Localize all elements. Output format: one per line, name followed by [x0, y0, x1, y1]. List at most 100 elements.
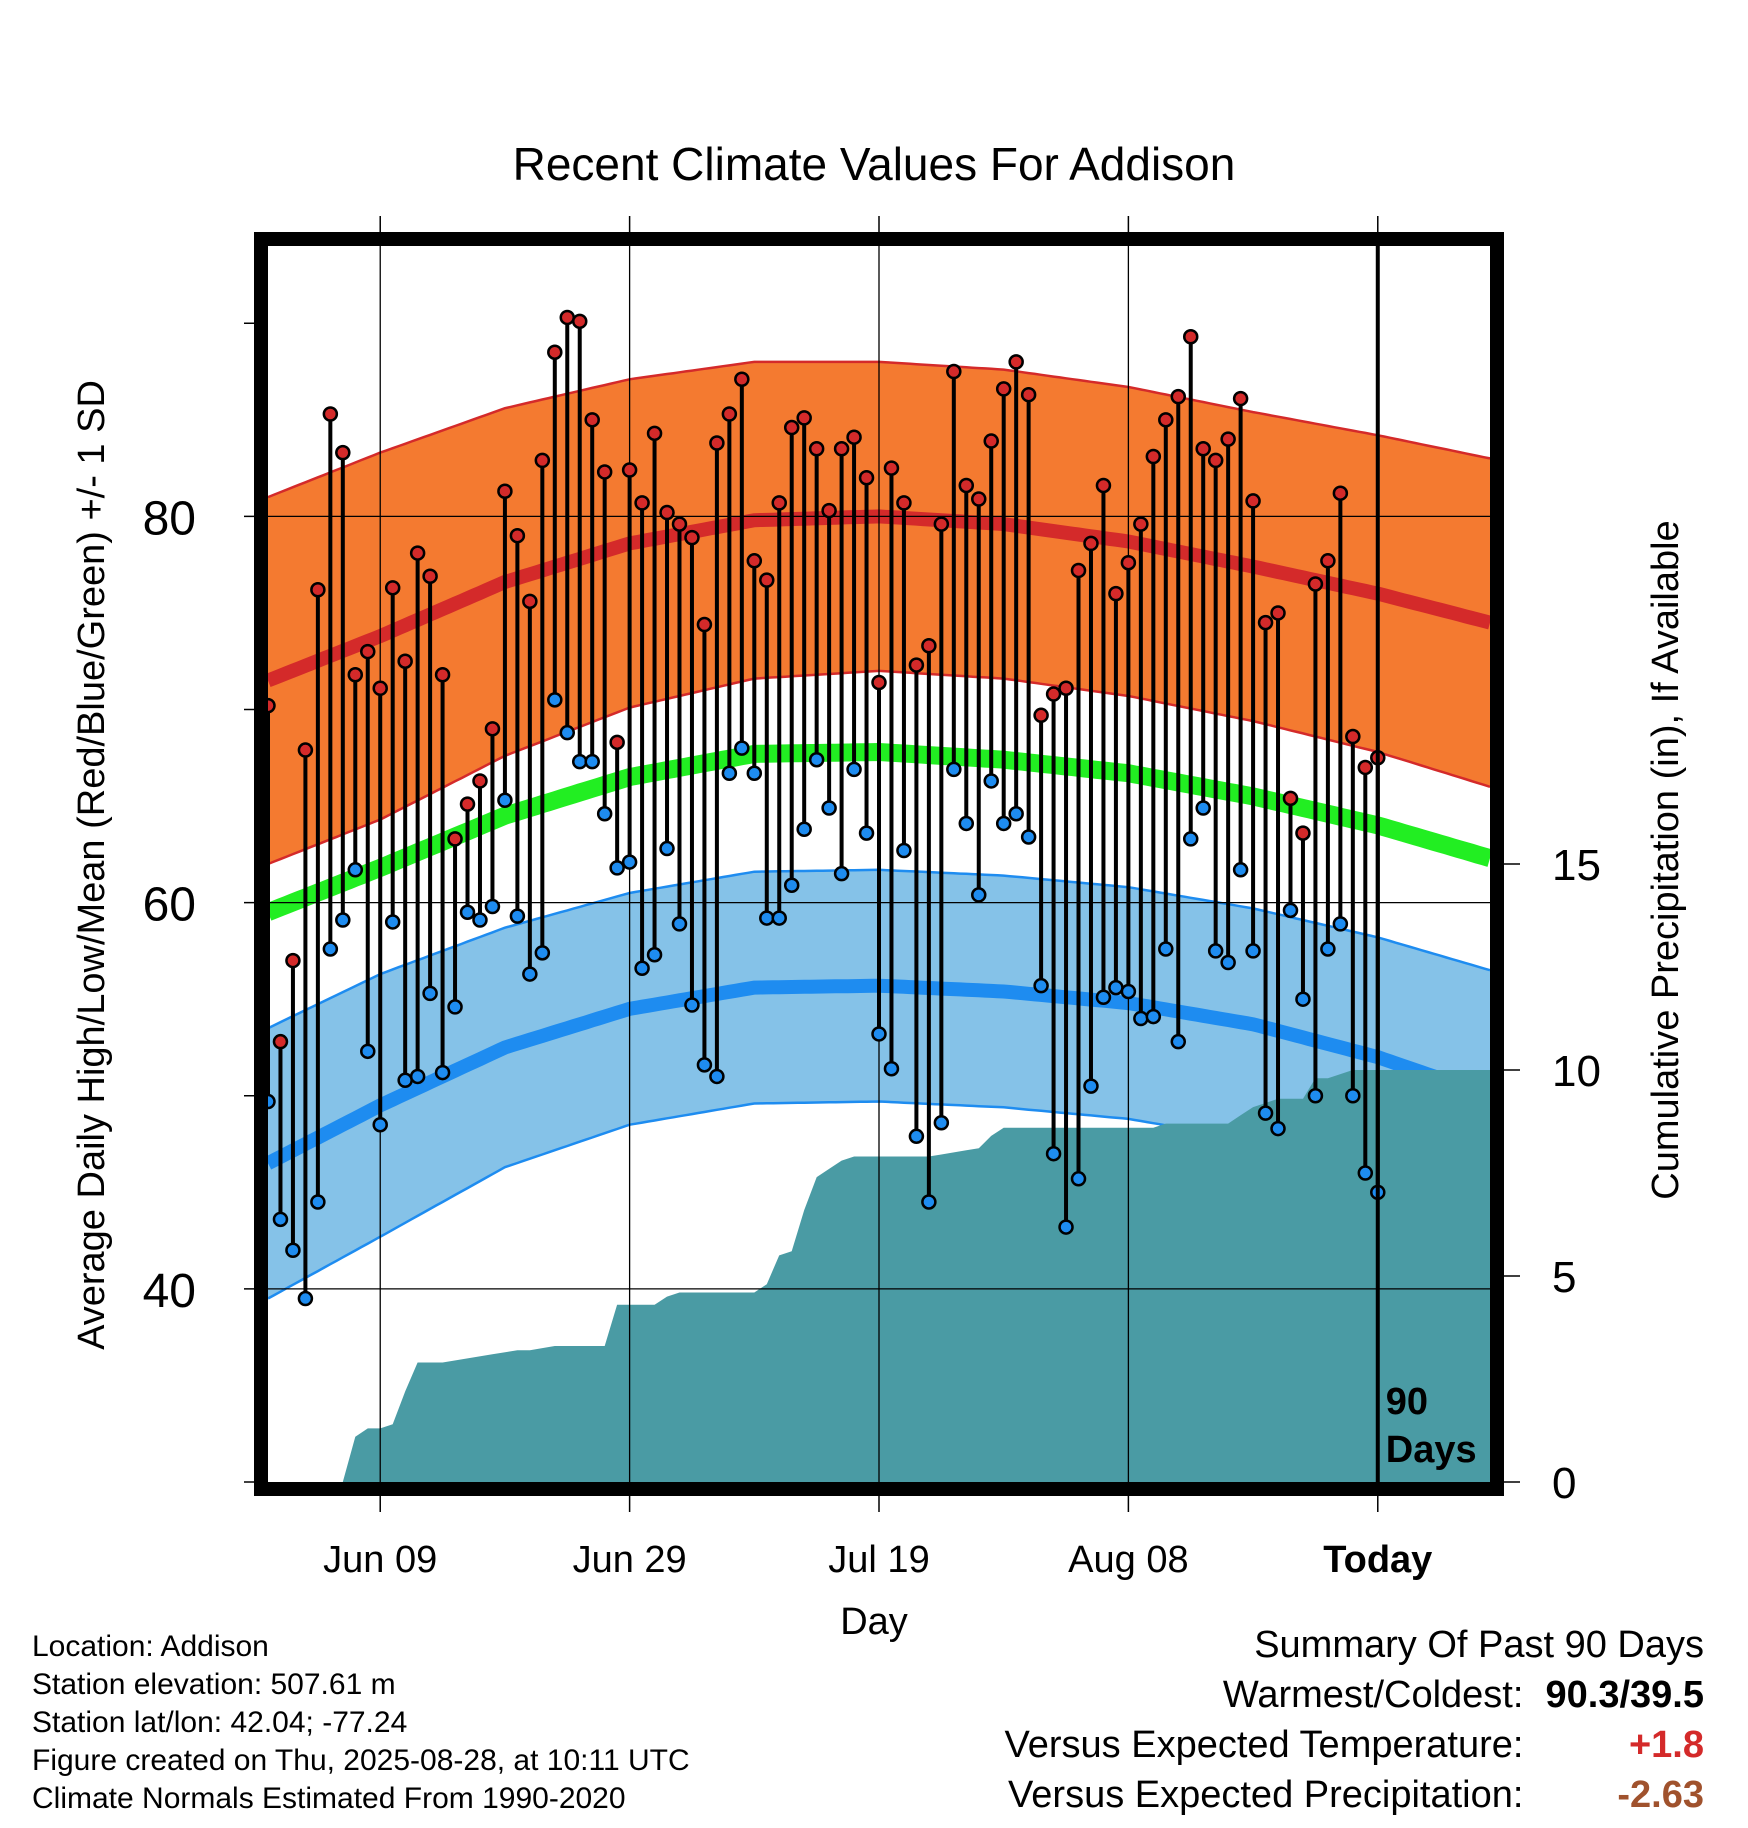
daily-high-point	[646, 425, 663, 442]
daily-high-point	[1182, 329, 1199, 345]
daily-low-point	[1257, 1105, 1274, 1121]
summary-panel: Summary Of Past 90 Days Warmest/Coldest:…	[1005, 1620, 1704, 1820]
daily-low-point	[1345, 1088, 1361, 1104]
daily-low-point	[721, 765, 738, 781]
daily-high-point	[1345, 728, 1361, 745]
daily-low-point	[933, 1115, 950, 1131]
daily-low-point	[646, 947, 663, 963]
plot-frame	[254, 232, 1504, 1496]
y2-tick-label: 0	[1552, 1459, 1576, 1508]
daily-low-point	[285, 1242, 301, 1258]
daily-low-point	[995, 815, 1012, 832]
daily-low-point	[1195, 800, 1211, 816]
daily-low-point	[584, 753, 600, 770]
daily-high-point	[1282, 790, 1299, 807]
daily-high-point	[1008, 354, 1024, 370]
daily-low-point	[372, 1116, 388, 1133]
daily-low-point	[422, 985, 438, 1002]
summary-temp: Versus Expected Temperature: +1.8	[1005, 1720, 1704, 1770]
daily-low-point	[1033, 977, 1049, 994]
daily-high-point	[571, 313, 588, 330]
daily-low-point	[1095, 989, 1112, 1006]
daily-high-point	[384, 580, 401, 596]
daily-low-point	[472, 912, 488, 928]
daily-low-point	[1245, 943, 1261, 959]
daily-low-point	[1270, 1120, 1286, 1137]
daily-low-point	[596, 806, 613, 822]
daily-high-point	[1195, 441, 1211, 457]
daily-low-point	[1332, 916, 1349, 932]
daily-high-point	[821, 502, 837, 519]
daily-low-point	[621, 854, 638, 870]
daily-high-point	[335, 444, 351, 461]
daily-low-point	[908, 1128, 925, 1145]
daily-high-point	[596, 464, 613, 480]
daily-low-point	[310, 1194, 326, 1210]
daily-low-point	[1020, 829, 1037, 845]
daily-low-point	[1295, 991, 1311, 1007]
daily-low-point	[871, 1026, 887, 1042]
daily-high-point	[409, 545, 426, 561]
daily-high-point	[746, 553, 763, 569]
y2-tick-label: 15	[1552, 841, 1601, 890]
y2-axis-label: Cumulative Precipitation (in), If Availa…	[1645, 520, 1687, 1199]
elevation-text: Station elevation: 507.61 m	[32, 1668, 396, 1701]
daily-low-point	[1070, 1171, 1087, 1187]
daily-low-point	[634, 960, 650, 977]
daily-high-point	[896, 495, 912, 511]
daily-low-point	[1158, 941, 1174, 957]
daily-high-point	[946, 363, 962, 380]
daily-high-point	[621, 462, 638, 478]
axis-layer: 40 60 80 Jun 09 Jun 29 Jul 19 Aug 08 Today 0 5 10 1…	[143, 216, 1601, 1581]
normals-text: Climate Normals Estimated From 1990-2020	[32, 1782, 626, 1815]
daily-high-point	[659, 504, 675, 521]
daily-high-point	[497, 483, 513, 500]
summary-heading: Summary Of Past 90 Days	[1254, 1624, 1704, 1666]
daily-low-point	[771, 910, 787, 926]
daily-low-point	[821, 800, 837, 816]
chart-title: Recent Climate Values For Addison	[513, 138, 1236, 190]
daily-high-point	[1220, 431, 1236, 447]
daily-high-point	[1045, 686, 1062, 702]
daily-low-point	[883, 1060, 900, 1077]
daily-high-point	[1020, 386, 1037, 403]
daily-high-point	[759, 572, 775, 588]
daily-low-point	[896, 842, 912, 859]
daily-low-point	[522, 966, 538, 982]
daily-high-point	[846, 429, 862, 445]
precip-value: -2.63	[1617, 1774, 1704, 1816]
daily-high-point	[958, 477, 975, 494]
daily-high-point	[459, 796, 476, 812]
x-tick-label: Jul 19	[828, 1539, 929, 1581]
daily-low-point	[734, 740, 750, 756]
daily-low-point	[1320, 941, 1336, 957]
precip-label: Versus Expected Precipitation:	[1008, 1774, 1524, 1816]
daily-low-point	[684, 997, 700, 1013]
daily-high-point	[1108, 585, 1124, 602]
daily-low-point	[1182, 831, 1199, 847]
temp-label: Versus Expected Temperature:	[1004, 1724, 1524, 1766]
daily-high-point	[696, 616, 713, 633]
daily-low-point	[484, 898, 501, 915]
daily-high-point	[1083, 535, 1099, 552]
x-tick-label: Today	[1323, 1539, 1432, 1581]
daily-high-point	[434, 666, 451, 683]
daily-high-point	[484, 721, 501, 737]
daily-low-point	[384, 914, 401, 930]
summary-precip: Versus Expected Precipitation: -2.63	[1005, 1770, 1704, 1820]
daily-high-point	[584, 412, 600, 428]
daily-high-point	[871, 674, 887, 691]
warm-cold-label: Warmest/Coldest:	[1222, 1674, 1524, 1716]
daily-low-point	[1133, 1010, 1149, 1027]
daily-low-point	[921, 1194, 937, 1210]
daily-high-point	[1320, 553, 1336, 569]
daily-high-point	[547, 344, 563, 360]
daily-low-point	[833, 865, 850, 882]
daily-low-point	[1083, 1078, 1099, 1094]
x-tick-label: Aug 08	[1068, 1539, 1188, 1581]
daily-high-point	[310, 582, 326, 598]
daily-low-point	[1207, 943, 1224, 959]
daily-low-point	[1058, 1219, 1074, 1235]
daily-low-point	[497, 792, 513, 809]
daily-high-point	[447, 831, 463, 847]
